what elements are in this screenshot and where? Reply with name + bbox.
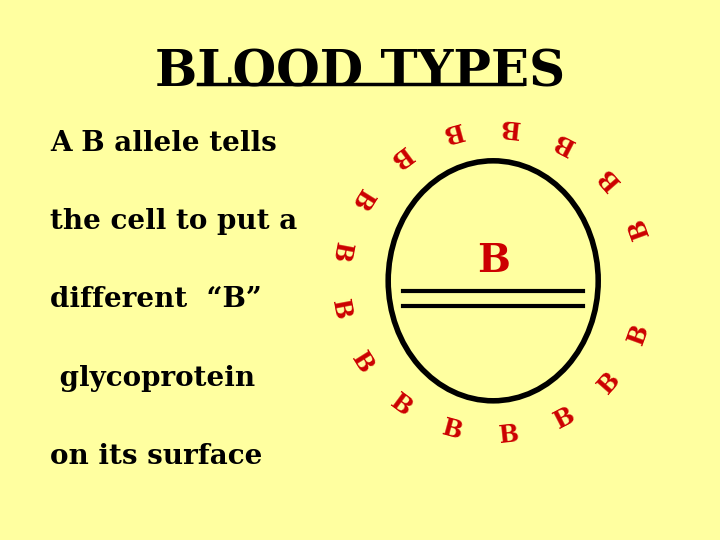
Text: B: B (385, 141, 415, 172)
Text: B: B (346, 348, 377, 377)
Text: A B allele tells: A B allele tells (50, 130, 277, 157)
Text: B: B (550, 403, 579, 434)
Text: B: B (328, 240, 354, 264)
Text: B: B (439, 117, 465, 145)
Text: glycoprotein: glycoprotein (50, 364, 256, 391)
Text: B: B (550, 128, 579, 158)
Text: the cell to put a: the cell to put a (50, 208, 297, 235)
Text: B: B (328, 298, 354, 321)
Text: B: B (624, 214, 654, 241)
Text: on its surface: on its surface (50, 443, 263, 470)
Text: B: B (346, 184, 377, 213)
Text: BLOOD TYPES: BLOOD TYPES (155, 49, 565, 98)
Ellipse shape (388, 161, 598, 401)
Text: B: B (594, 368, 625, 399)
Text: B: B (477, 242, 510, 280)
Text: B: B (439, 416, 465, 444)
Text: B: B (498, 114, 521, 140)
Text: B: B (498, 422, 521, 448)
Text: B: B (594, 163, 625, 194)
Text: B: B (624, 320, 654, 347)
Text: B: B (385, 389, 415, 421)
Text: different  “B”: different “B” (50, 286, 262, 313)
